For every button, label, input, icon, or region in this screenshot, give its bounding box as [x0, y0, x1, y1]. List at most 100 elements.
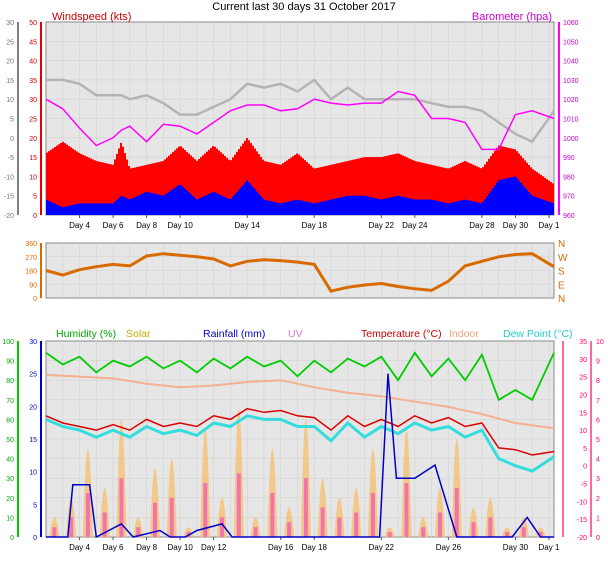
p1-xtick-5: Day 18	[302, 221, 328, 230]
temp-axis-tick-8: -5	[581, 482, 587, 489]
uv-axis-tick-3: 7	[596, 398, 600, 405]
direction-axis-tick-3: 90	[29, 282, 37, 289]
gust-axis-tick-5: 5	[10, 117, 14, 124]
gust-axis-tick-6: 0	[10, 136, 14, 143]
gust-axis-tick-8: -10	[4, 174, 14, 181]
uv-bar	[220, 517, 225, 537]
wind-axis-tick-4: 30	[29, 97, 37, 104]
humidity-axis-tick-5: 50	[6, 437, 14, 444]
uv-bar	[169, 497, 174, 537]
temp-axis-tick-11: -20	[577, 535, 587, 542]
legend-temperature: Temperature (°C)	[361, 328, 442, 340]
uv-bar	[387, 532, 392, 537]
temp-axis-tick-4: 15	[579, 410, 587, 417]
baro-axis-tick-5: 1010	[563, 117, 579, 124]
uv-axis-tick-8: 2	[596, 496, 600, 503]
uv-axis-tick-4: 6	[596, 417, 600, 424]
uv-bar	[538, 532, 543, 537]
p3-xtick-3: Day 10	[167, 543, 193, 552]
p3-xtick-4: Day 12	[201, 543, 227, 552]
p1-xtick-6: Day 22	[369, 221, 395, 230]
legend-uv: UV	[288, 328, 303, 340]
wind-axis-tick-3: 35	[29, 78, 37, 85]
uv-bar	[505, 532, 510, 537]
uv-bar	[404, 483, 409, 537]
uv-bar	[437, 512, 442, 537]
p3-xtick-2: Day 8	[136, 543, 157, 552]
uv-bar	[152, 502, 157, 537]
direction-axis-tick-4: 0	[33, 296, 37, 303]
p3-xtick-10: Day 1	[539, 543, 560, 552]
compass-tick-3: E	[558, 280, 565, 291]
legend-solar: Solar	[126, 328, 151, 340]
wind-axis-tick-6: 20	[29, 136, 37, 143]
windspeed-label: Windspeed (kts)	[52, 11, 131, 23]
gust-axis-tick-1: 25	[6, 39, 14, 46]
humidity-line	[45, 351, 555, 402]
gray-series-line	[46, 78, 556, 144]
wind-axis-tick-10: 0	[33, 213, 37, 220]
baro-axis-tick-7: 990	[563, 155, 575, 162]
wind-axis-tick-5: 25	[29, 117, 37, 124]
rain-axis-tick-3: 15	[29, 437, 37, 444]
wind-axis-tick-2: 40	[29, 59, 37, 66]
humidity-axis-tick-4: 60	[6, 417, 14, 424]
wind-axis-tick-9: 5	[33, 194, 37, 201]
temp-axis-tick-9: -10	[577, 499, 587, 506]
p3-xtick-0: Day 4	[69, 543, 90, 552]
direction-axis-tick-1: 270	[25, 255, 37, 262]
compass-tick-4: N	[558, 294, 565, 305]
rain-axis-tick-0: 30	[29, 339, 37, 346]
baro-axis-tick-3: 1030	[563, 78, 579, 85]
wind-axis-tick-7: 15	[29, 155, 37, 162]
baro-axis-tick-1: 1050	[563, 39, 579, 46]
uv-bar	[287, 522, 292, 537]
p1-xtick-10: Day 1	[539, 221, 560, 230]
uv-bar	[354, 512, 359, 537]
humidity-axis-tick-9: 10	[6, 515, 14, 522]
uv-bar	[521, 527, 526, 537]
temperature-line	[45, 407, 555, 456]
direction-axis-tick-2: 180	[25, 269, 37, 276]
humidity-axis-tick-1: 90	[6, 359, 14, 366]
baro-axis-tick-9: 970	[563, 194, 575, 201]
uv-bar	[69, 517, 74, 537]
uv-bar	[320, 507, 325, 537]
p3-xtick-5: Day 16	[268, 543, 294, 552]
uv-axis-tick-5: 5	[596, 437, 600, 444]
indoor-temp-line	[45, 373, 555, 430]
wind-axis-tick-1: 45	[29, 39, 37, 46]
uv-bar	[488, 517, 493, 537]
wind-axis-tick-0: 50	[29, 20, 37, 27]
gust-axis-tick-0: 30	[6, 20, 14, 27]
gust-axis-tick-3: 15	[6, 78, 14, 85]
panel-humidity-temp-rain: 1009080706050403020100302520151050353025…	[2, 328, 604, 552]
gust-axis-tick-9: -15	[4, 194, 14, 201]
gust-axis-tick-7: -5	[8, 155, 14, 162]
temp-axis-tick-7: 0	[583, 464, 587, 471]
dewpoint-line	[45, 414, 555, 473]
wind-axis-tick-8: 10	[29, 174, 37, 181]
compass-tick-0: N	[558, 239, 565, 250]
gust-axis-tick-10: -20	[4, 213, 14, 220]
rain-axis-tick-6: 0	[33, 535, 37, 542]
barometer-line	[45, 90, 555, 151]
rain-axis-tick-1: 25	[29, 372, 37, 379]
uv-bar	[203, 483, 208, 537]
uv-bar	[270, 492, 275, 537]
legend-indoor: Indoor	[449, 328, 479, 340]
baro-axis-tick-8: 980	[563, 174, 575, 181]
temp-axis-tick-1: 30	[579, 357, 587, 364]
legend-rainfall: Rainfall (mm)	[203, 328, 265, 340]
p1-xtick-4: Day 14	[235, 221, 261, 230]
temp-axis-tick-6: 5	[583, 446, 587, 453]
temp-axis-tick-5: 10	[579, 428, 587, 435]
p3-xtick-9: Day 30	[503, 543, 529, 552]
uv-bar	[471, 522, 476, 537]
uv-bar	[52, 527, 57, 537]
baro-axis-tick-2: 1040	[563, 59, 579, 66]
uv-axis-tick-9: 1	[596, 515, 600, 522]
compass-tick-1: W	[558, 253, 568, 264]
